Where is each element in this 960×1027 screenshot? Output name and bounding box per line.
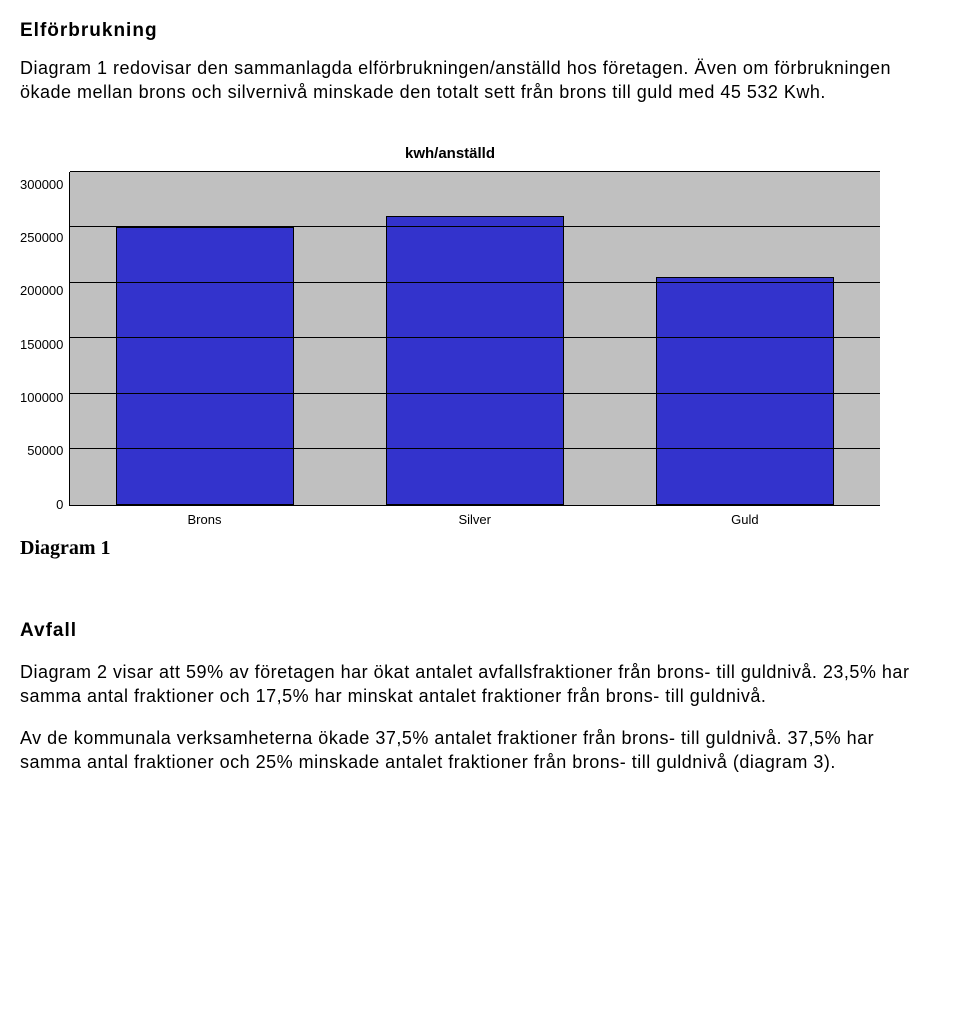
section2-p1: Diagram 2 visar att 59% av företagen har…	[20, 660, 920, 709]
plot-area	[69, 172, 880, 506]
bar	[656, 277, 834, 505]
section2-p2: Av de kommunala verksamheterna ökade 37,…	[20, 726, 920, 775]
diagram-1-label: Diagram 1	[20, 537, 940, 560]
y-tick: 0	[56, 498, 63, 511]
y-tick: 150000	[20, 338, 63, 351]
x-label: Guld	[656, 512, 834, 527]
gridline	[70, 171, 880, 172]
chart-box: 300000 250000 200000 150000 100000 50000…	[20, 172, 880, 527]
gridline	[70, 448, 880, 449]
x-label: Brons	[115, 512, 293, 527]
bar-slot	[656, 172, 834, 505]
bar	[386, 216, 564, 505]
gridline	[70, 226, 880, 227]
y-tick: 50000	[27, 444, 63, 457]
y-axis: 300000 250000 200000 150000 100000 50000…	[20, 172, 69, 505]
y-tick: 100000	[20, 391, 63, 404]
x-label: Silver	[386, 512, 564, 527]
y-tick: 250000	[20, 231, 63, 244]
bar-slot	[386, 172, 564, 505]
gridline	[70, 282, 880, 283]
x-axis: Brons Silver Guld	[69, 506, 880, 527]
y-tick: 300000	[20, 178, 63, 191]
section1-title: Elförbrukning	[20, 20, 940, 42]
bars-row	[70, 172, 880, 505]
section1-paragraph: Diagram 1 redovisar den sammanlagda elfö…	[20, 56, 920, 105]
bar-slot	[116, 172, 294, 505]
gridline	[70, 393, 880, 394]
bar	[116, 227, 294, 505]
section2-title: Avfall	[20, 620, 940, 642]
y-tick: 200000	[20, 284, 63, 297]
kwh-chart: kwh/anställd 300000 250000 200000 150000…	[20, 145, 880, 527]
gridline	[70, 337, 880, 338]
chart-title: kwh/anställd	[20, 145, 880, 162]
plot-column: Brons Silver Guld	[69, 172, 880, 527]
